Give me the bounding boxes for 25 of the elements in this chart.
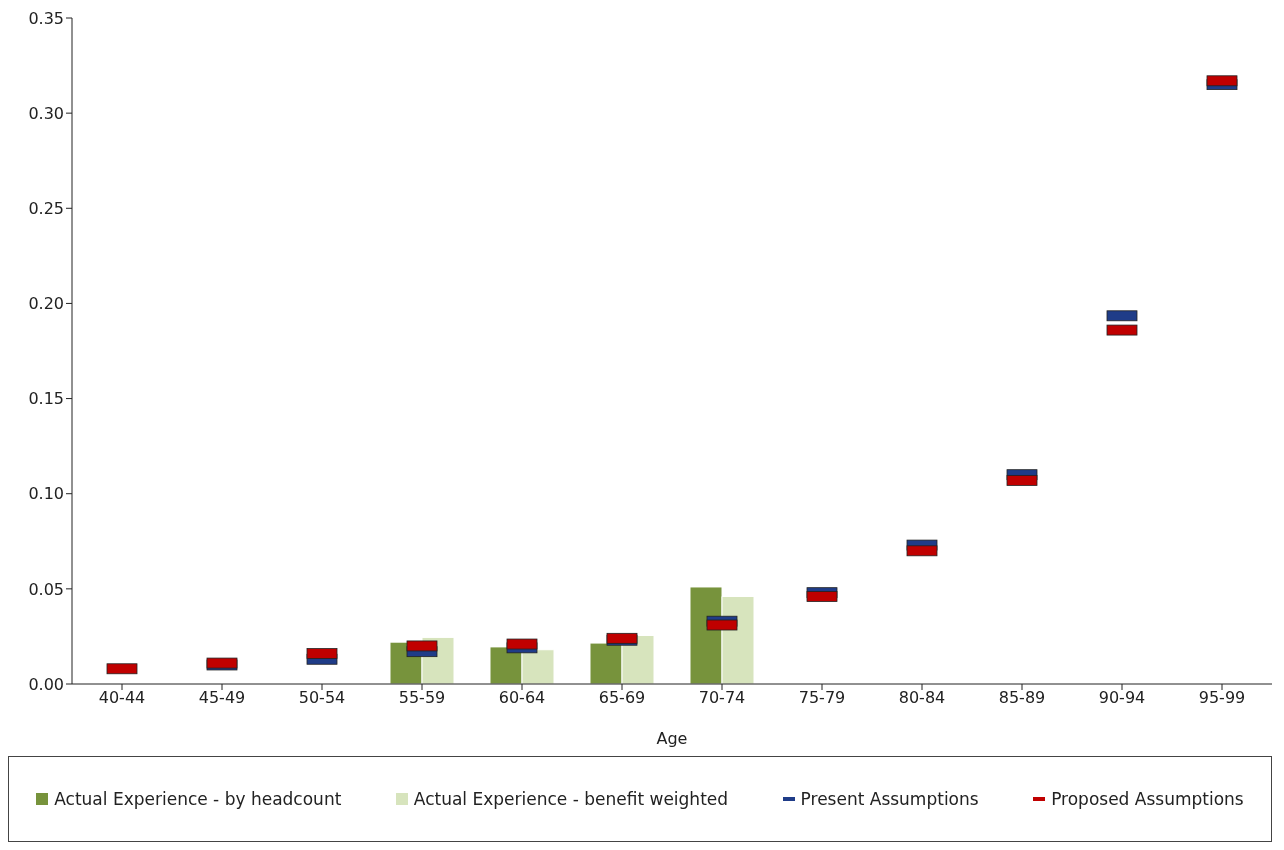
legend-label: Proposed Assumptions: [1051, 789, 1244, 809]
x-tick-label: 40-44: [98, 688, 146, 708]
legend-label: Actual Experience - benefit weighted: [413, 789, 729, 809]
x-tick-label: 65-69: [598, 688, 646, 708]
y-tick-label: 0.25: [28, 198, 64, 218]
y-tick-label: 0.05: [28, 579, 64, 599]
x-tick-label: 85-89: [998, 688, 1046, 708]
x-tick-label: 50-54: [298, 688, 346, 708]
x-tick-label: 90-94: [1098, 688, 1146, 708]
x-tick-label: 80-84: [898, 688, 946, 708]
x-tick-label: 60-64: [498, 688, 546, 708]
legend-label: Actual Experience - by headcount: [54, 789, 342, 809]
x-tick-label: 55-59: [398, 688, 446, 708]
x-tick-label: 70-74: [698, 688, 746, 708]
y-tick-label: 0.20: [28, 294, 64, 314]
x-tick-label: 45-49: [198, 688, 246, 708]
y-tick-label: 0.30: [28, 103, 64, 123]
y-tick-label: 0.00: [28, 674, 64, 694]
legend-label: Present Assumptions: [800, 789, 979, 809]
y-tick-label: 0.15: [28, 389, 64, 409]
y-tick-label: 0.10: [28, 484, 64, 504]
x-tick-label: 75-79: [798, 688, 846, 708]
x-tick-label: 95-99: [1198, 688, 1246, 708]
y-tick-label: 0.35: [28, 8, 64, 28]
x-axis-title: Age: [656, 729, 688, 748]
